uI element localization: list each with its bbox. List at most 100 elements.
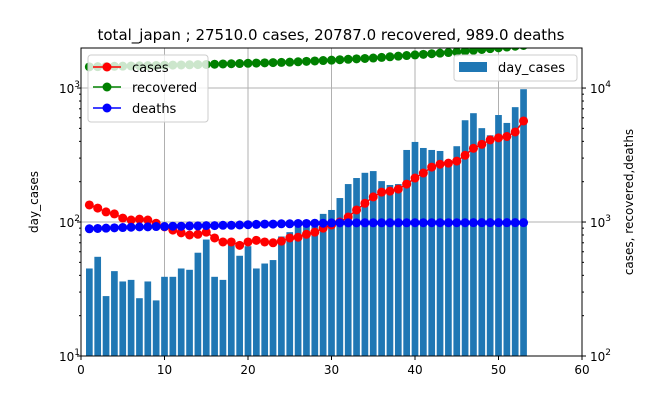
legend-left-box	[87, 54, 209, 123]
point-recovered	[318, 56, 328, 66]
bar-day-cases	[261, 263, 269, 356]
point-recovered	[352, 54, 362, 64]
point-recovered	[310, 56, 320, 66]
point-cases	[427, 162, 437, 172]
bar-day-cases	[353, 178, 360, 356]
point-cases	[268, 238, 278, 248]
point-recovered	[485, 48, 495, 54]
point-recovered	[243, 58, 253, 68]
point-recovered	[276, 57, 286, 67]
x-tick-label: 60	[574, 363, 589, 377]
bar-day-cases	[495, 115, 502, 356]
bar-day-cases	[386, 184, 394, 356]
point-cases	[134, 214, 144, 224]
point-cases	[519, 116, 529, 126]
point-recovered	[435, 48, 445, 58]
point-recovered	[460, 48, 470, 56]
point-deaths	[443, 218, 453, 228]
point-recovered	[285, 57, 295, 67]
bar-day-cases	[211, 276, 218, 356]
point-cases	[176, 228, 186, 238]
bar-day-cases	[394, 184, 402, 356]
point-cases	[410, 173, 420, 183]
legend-deaths-marker	[102, 103, 112, 113]
bar-day-cases	[253, 268, 260, 356]
x-tick-label: 50	[491, 363, 506, 377]
point-cases	[185, 230, 195, 240]
bar-day-cases	[219, 279, 227, 356]
point-cases	[310, 227, 320, 237]
point-recovered	[468, 48, 478, 55]
x-tick-label: 0	[77, 363, 85, 377]
point-cases	[402, 179, 412, 189]
point-deaths	[126, 222, 136, 232]
point-cases	[418, 168, 428, 178]
point-cases	[109, 209, 119, 219]
point-deaths	[134, 222, 144, 232]
point-cases	[243, 237, 253, 247]
x-tick-label: 10	[157, 363, 172, 377]
bar-day-cases	[503, 122, 511, 356]
chart-title: total_japan ; 27510.0 cases, 20787.0 rec…	[98, 26, 565, 45]
bar-day-cases	[161, 276, 168, 356]
y-tick-label-left: 102	[59, 214, 80, 230]
point-recovered	[327, 55, 336, 65]
point-cases	[435, 159, 445, 169]
point-deaths	[310, 218, 320, 228]
point-deaths	[201, 221, 211, 231]
bar-day-cases	[244, 246, 252, 356]
point-cases	[210, 233, 220, 243]
point-deaths	[327, 218, 336, 228]
point-deaths	[276, 219, 286, 229]
bar-day-cases	[119, 281, 127, 356]
point-deaths	[168, 221, 178, 231]
y-tick-label-right: 102	[590, 348, 611, 364]
point-recovered	[360, 53, 370, 63]
point-cases	[260, 237, 270, 247]
point-recovered	[343, 54, 353, 64]
point-deaths	[185, 221, 195, 231]
point-recovered	[260, 58, 270, 68]
point-cases	[93, 203, 103, 213]
point-deaths	[301, 218, 311, 228]
tick-exponent: 2	[74, 214, 80, 224]
bar-day-cases	[378, 181, 385, 356]
point-deaths	[393, 218, 403, 228]
bar-day-cases	[453, 146, 461, 356]
point-cases	[360, 198, 370, 208]
legend-cases-marker	[102, 62, 112, 72]
point-deaths	[93, 223, 103, 233]
point-cases	[101, 207, 111, 217]
point-deaths	[360, 218, 370, 228]
point-cases	[368, 192, 378, 202]
point-deaths	[352, 218, 362, 228]
point-recovered	[235, 59, 245, 69]
axes: 0 10 20 30 40 50 60 101 102 103 102 103 104	[59, 80, 611, 377]
bar-day-cases	[461, 120, 469, 356]
bar-day-cases	[86, 268, 93, 356]
legend-right-box	[453, 54, 578, 82]
point-deaths	[285, 219, 295, 229]
point-cases	[502, 131, 512, 141]
point-deaths	[151, 222, 161, 232]
bar-day-cases	[428, 149, 436, 356]
bar-day-cases	[186, 269, 193, 356]
point-cases	[393, 184, 403, 194]
point-cases	[285, 233, 295, 243]
point-recovered	[226, 59, 236, 69]
point-recovered	[410, 50, 420, 60]
point-recovered	[293, 57, 303, 67]
point-cases	[126, 215, 136, 225]
point-deaths	[477, 218, 487, 228]
bar-day-cases	[136, 298, 143, 356]
bar-day-cases	[111, 271, 118, 356]
point-recovered	[402, 51, 412, 61]
point-cases	[385, 186, 395, 196]
bar-day-cases	[403, 149, 410, 356]
bar-day-cases	[177, 268, 185, 356]
legend-left: cases recovered deaths	[87, 54, 209, 123]
point-deaths	[385, 218, 395, 228]
point-recovered	[251, 58, 261, 68]
y-tick-label-left: 101	[59, 348, 80, 364]
